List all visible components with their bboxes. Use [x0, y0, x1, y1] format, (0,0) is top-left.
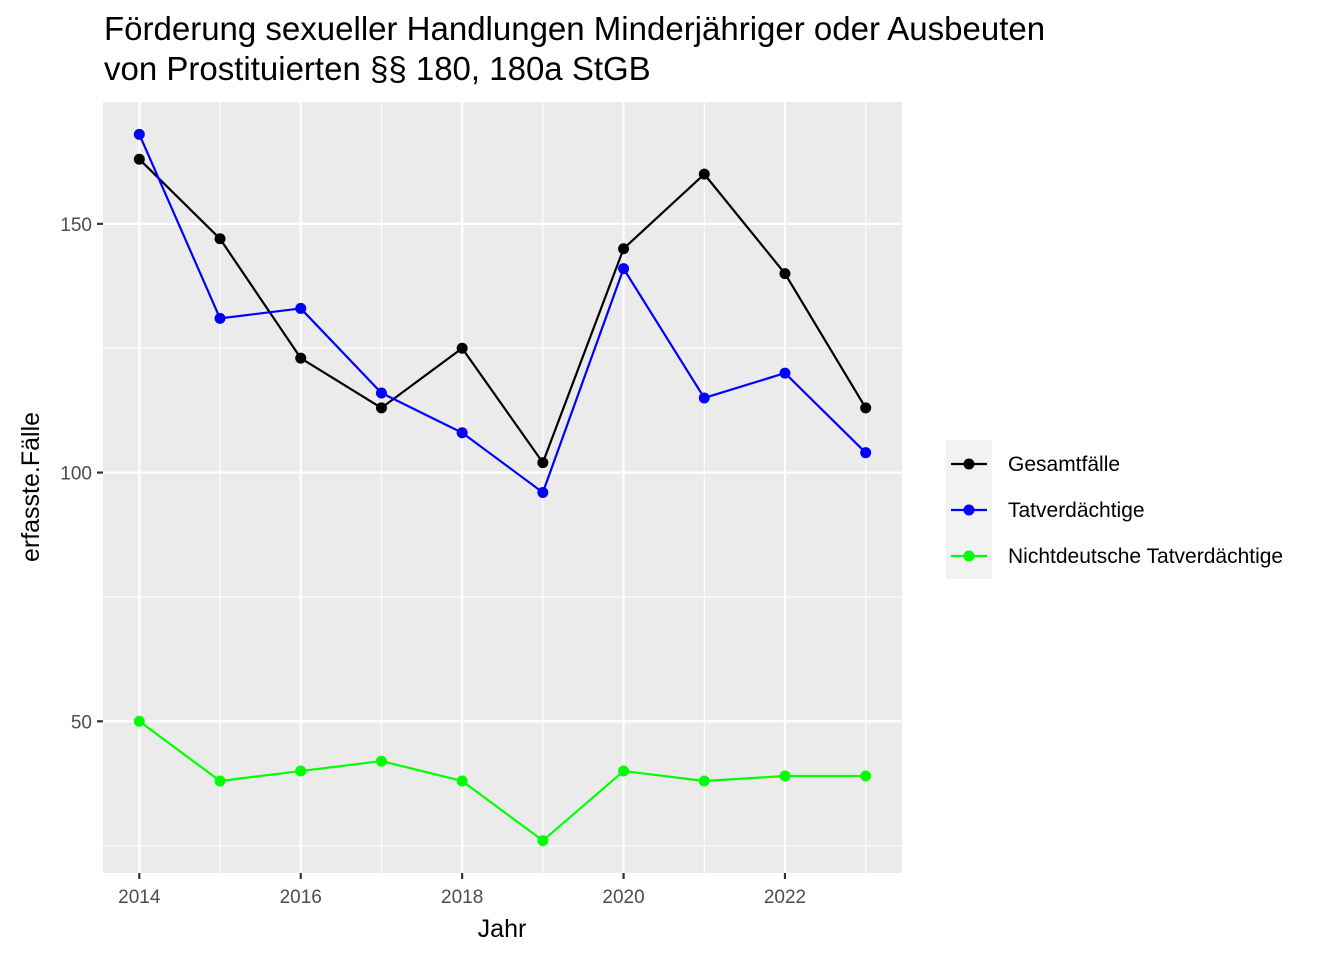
series-line	[138, 158, 867, 464]
data-point	[456, 775, 468, 787]
data-point	[860, 770, 872, 782]
x-tick-label: 2016	[280, 887, 322, 908]
series-layer	[133, 128, 872, 847]
data-point	[618, 263, 630, 275]
y-tick-labels: 50 100 150	[60, 215, 92, 733]
data-point	[375, 402, 387, 414]
x-axis-title: Jahr	[478, 915, 527, 943]
x-tick-label: 2020	[602, 887, 644, 908]
data-point	[698, 775, 710, 787]
data-point	[133, 715, 145, 727]
data-point	[456, 427, 468, 439]
legend-label: Gesamtfälle	[1008, 453, 1120, 476]
data-point	[698, 168, 710, 180]
chart-subtitle: von Prostituierten §§ 180, 180a StGB	[104, 50, 651, 87]
data-point	[456, 342, 468, 354]
data-point	[618, 243, 630, 255]
legend-key-point	[963, 504, 975, 516]
axis-ticks	[97, 222, 787, 879]
x-tick-label: 2022	[764, 887, 806, 908]
y-tick-label: 50	[71, 712, 92, 733]
y-axis-title: erfasste.Fälle	[17, 412, 45, 562]
data-point	[133, 153, 145, 165]
data-point	[214, 775, 226, 787]
data-point	[537, 486, 549, 498]
grid-major	[103, 102, 902, 873]
legend-key-point	[963, 550, 975, 562]
series-line	[138, 133, 867, 494]
y-tick-label: 100	[60, 464, 92, 485]
data-point	[860, 402, 872, 414]
data-point	[860, 447, 872, 459]
x-tick-label: 2018	[441, 887, 483, 908]
data-point	[779, 770, 791, 782]
x-tick-label: 2014	[118, 887, 161, 908]
legend: Gesamtfälle Tatverdächtige Nichtdeutsche T…	[946, 440, 1283, 579]
data-point	[618, 765, 630, 777]
legend-key-point	[963, 458, 975, 470]
x-tick-labels: 2014 2016 2018 2020 2022	[118, 887, 806, 908]
data-point	[779, 268, 791, 280]
series-line	[138, 720, 866, 842]
data-point	[214, 312, 226, 324]
data-point	[133, 128, 145, 140]
legend-label: Tatverdächtige	[1008, 499, 1145, 522]
y-tick-label: 150	[60, 215, 92, 236]
data-point	[295, 765, 307, 777]
data-point	[295, 302, 307, 314]
legend-label: Nichtdeutsche Tatverdächtige	[1008, 545, 1283, 568]
data-point	[698, 392, 710, 404]
data-point	[375, 387, 387, 399]
data-point	[295, 352, 307, 364]
data-point	[537, 835, 549, 847]
data-point	[375, 755, 387, 767]
data-point	[537, 457, 549, 469]
chart-title: Förderung sexueller Handlungen Minderjäh…	[104, 10, 1045, 47]
data-point	[214, 233, 226, 245]
plot-panel	[103, 102, 902, 873]
data-point	[779, 367, 791, 379]
